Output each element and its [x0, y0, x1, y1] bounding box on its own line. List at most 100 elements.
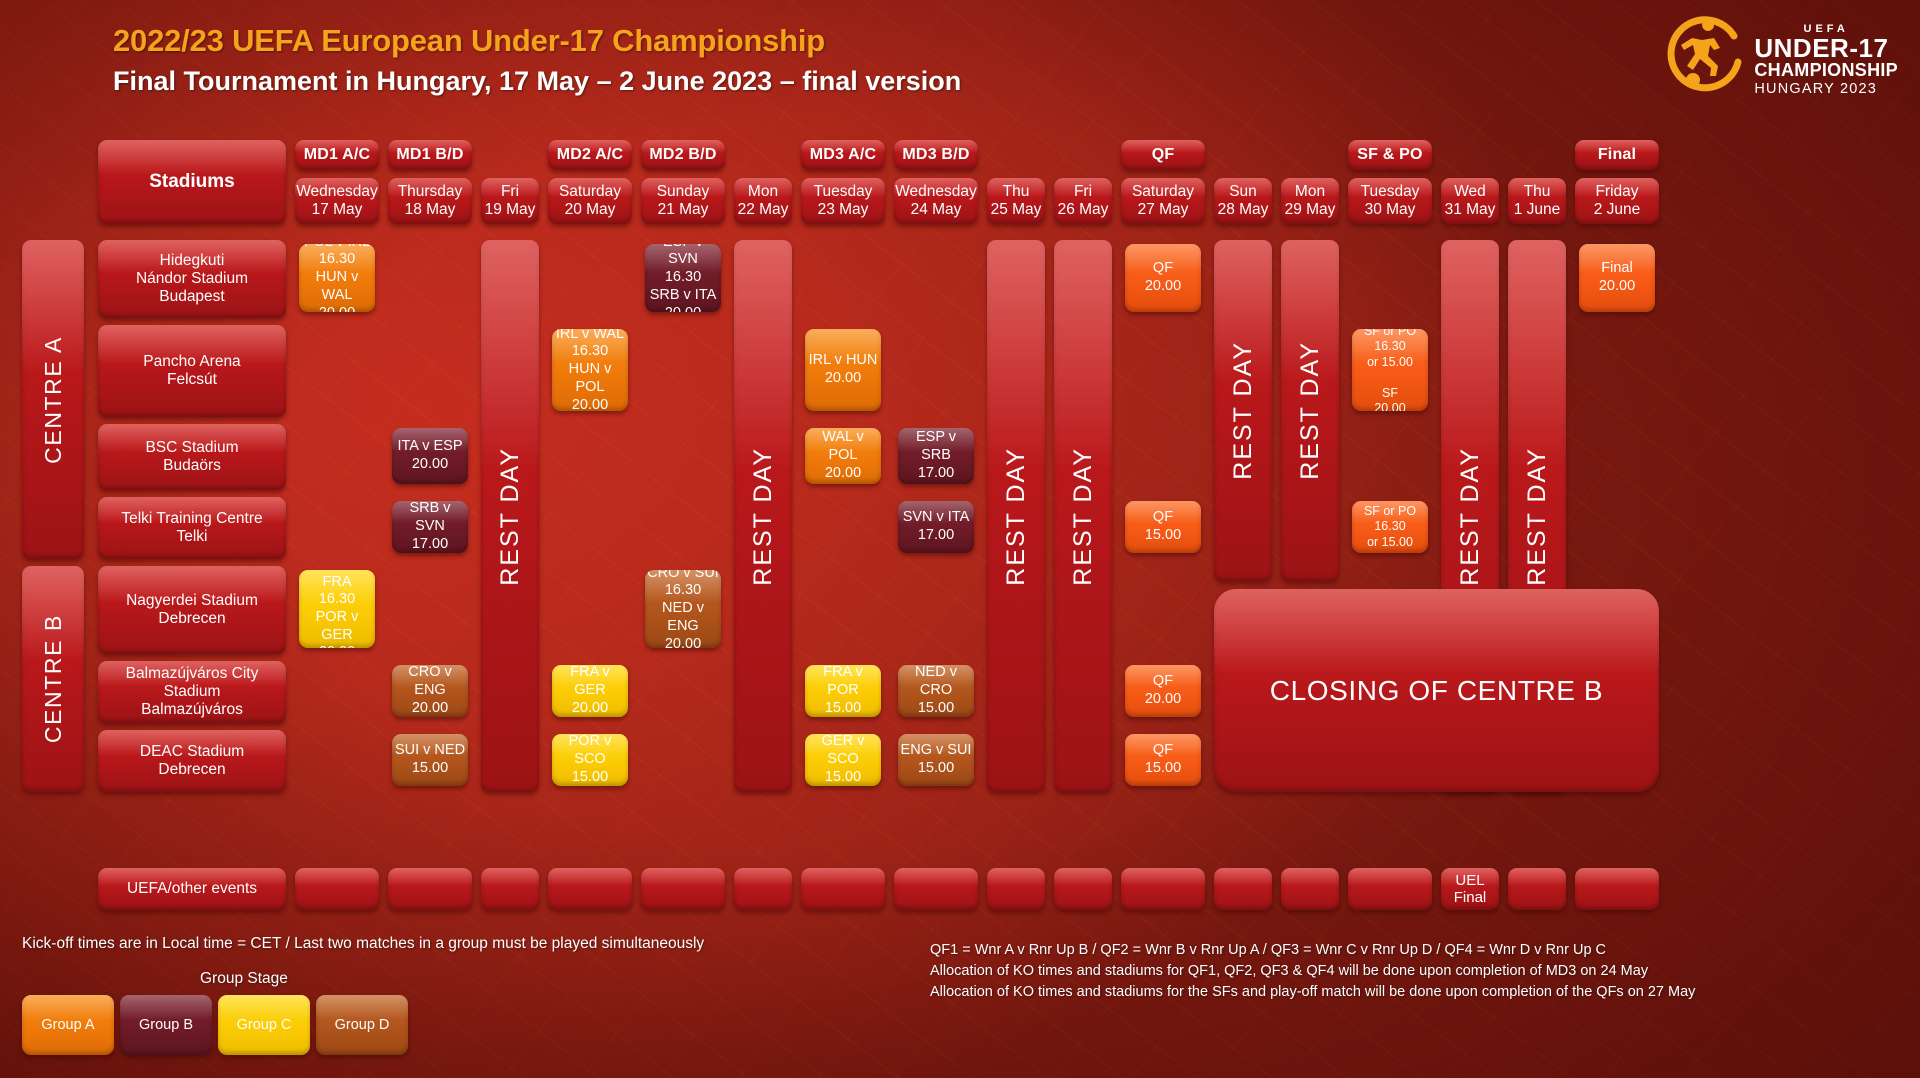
- events-cell-2[interactable]: [481, 868, 539, 910]
- match-cell-11[interactable]: IRL v HUN 20.00: [805, 329, 881, 411]
- page-title: 2022/23 UEFA European Under-17 Champions…: [113, 23, 826, 58]
- events-cell-8[interactable]: [987, 868, 1045, 910]
- events-cell-15[interactable]: [1508, 868, 1566, 910]
- match-cell-3[interactable]: SRB v SVN 17.00: [392, 501, 468, 553]
- legend-chip-a: Group A: [22, 995, 114, 1055]
- day-header-5: Mon 22 May: [734, 178, 792, 224]
- match-cell-24[interactable]: SF or PO 16.30 or 15.00: [1352, 501, 1428, 553]
- events-cell-11[interactable]: [1214, 868, 1272, 910]
- match-cell-10[interactable]: CRO v SUI 16.30 NED v ENG 20.00: [645, 570, 721, 648]
- match-cell-8[interactable]: POR v SCO 15.00: [552, 734, 628, 786]
- events-cell-14[interactable]: UEL Final: [1441, 868, 1499, 910]
- day-of-week: Saturday: [558, 183, 622, 201]
- events-cell-7[interactable]: [894, 868, 978, 910]
- legend-chip-b: Group B: [120, 995, 212, 1055]
- day-date: 25 May: [990, 201, 1042, 218]
- events-cell-5[interactable]: [734, 868, 792, 910]
- tournament-logo: UEFA UNDER-17 CHAMPIONSHIP HUNGARY 2023: [1662, 14, 1898, 100]
- match-cell-0[interactable]: POL v IRL 16.30 HUN v WAL 20.00: [299, 244, 375, 312]
- group-legend: Group A Group B Group C Group D: [22, 995, 408, 1055]
- match-cell-23[interactable]: SF or PO 16.30 or 15.00 SF 20.00: [1352, 329, 1428, 411]
- rest-day-col-11: REST DAY: [1214, 240, 1272, 581]
- events-cell-0[interactable]: [295, 868, 379, 910]
- closing-centre-b-banner: CLOSING OF CENTRE B: [1214, 589, 1659, 792]
- events-row-label: UEFA/other events: [98, 868, 286, 910]
- page-subtitle: Final Tournament in Hungary, 17 May – 2 …: [113, 65, 962, 96]
- rest-day-text: REST DAY: [1455, 446, 1484, 586]
- match-cell-17[interactable]: NED v CRO 15.00: [898, 665, 974, 717]
- day-header-11: Sun 28 May: [1214, 178, 1272, 224]
- match-cell-21[interactable]: QF 20.00: [1125, 665, 1201, 717]
- day-of-week: Sunday: [656, 183, 710, 201]
- day-of-week: Thu: [1002, 183, 1030, 201]
- rest-day-text: REST DAY: [1522, 446, 1551, 586]
- day-date: 1 June: [1513, 201, 1561, 218]
- match-cell-6[interactable]: IRL v WAL 16.30 HUN v POL 20.00: [552, 329, 628, 411]
- matchday-header-md3-b-d: MD3 B/D: [894, 140, 978, 170]
- match-cell-22[interactable]: QF 15.00: [1125, 734, 1201, 786]
- events-cell-16[interactable]: [1575, 868, 1659, 910]
- match-cell-16[interactable]: SVN v ITA 17.00: [898, 501, 974, 553]
- events-cell-10[interactable]: [1121, 868, 1205, 910]
- logo-under17-text: UNDER-17: [1754, 32, 1889, 63]
- stadium-row-3: Telki Training Centre Telki: [98, 497, 286, 559]
- match-cell-18[interactable]: ENG v SUI 15.00: [898, 734, 974, 786]
- rest-day-col-8: REST DAY: [987, 240, 1045, 792]
- day-of-week: Mon: [747, 183, 779, 201]
- match-cell-19[interactable]: QF 20.00: [1125, 244, 1201, 312]
- day-header-14: Wed 31 May: [1441, 178, 1499, 224]
- day-date: 30 May: [1364, 201, 1416, 218]
- events-cell-6[interactable]: [801, 868, 885, 910]
- day-date: 18 May: [404, 201, 456, 218]
- day-header-15: Thu 1 June: [1508, 178, 1566, 224]
- match-cell-9[interactable]: ESP v SVN 16.30 SRB v ITA 20.00: [645, 244, 721, 312]
- match-cell-20[interactable]: QF 15.00: [1125, 501, 1201, 553]
- rest-day-text: REST DAY: [495, 446, 524, 586]
- stadium-row-5: Balmazújváros City Stadium Balmazújváros: [98, 661, 286, 723]
- day-header-10: Saturday 27 May: [1121, 178, 1205, 224]
- match-cell-5[interactable]: SUI v NED 15.00: [392, 734, 468, 786]
- day-of-week: Friday: [1595, 183, 1639, 201]
- matchday-header-md2-a-c: MD2 A/C: [548, 140, 632, 170]
- day-of-week: Wed: [1454, 183, 1486, 201]
- day-of-week: Thu: [1523, 183, 1551, 201]
- day-date: 21 May: [657, 201, 709, 218]
- match-cell-15[interactable]: ESP v SRB 17.00: [898, 428, 974, 484]
- events-cell-1[interactable]: [388, 868, 472, 910]
- stadium-row-4: Nagyerdei Stadium Debrecen: [98, 566, 286, 654]
- day-header-13: Tuesday 30 May: [1348, 178, 1432, 224]
- rest-day-text: REST DAY: [1228, 341, 1257, 480]
- group-stage-label: Group Stage: [200, 970, 288, 987]
- centre-a-text: CENTRE A: [39, 335, 66, 464]
- matchday-header-md2-b-d: MD2 B/D: [641, 140, 725, 170]
- rest-day-col-2: REST DAY: [481, 240, 539, 792]
- events-cell-3[interactable]: [548, 868, 632, 910]
- day-date: 28 May: [1217, 201, 1269, 218]
- matchday-header-final: Final: [1575, 140, 1659, 170]
- match-cell-12[interactable]: WAL v POL 20.00: [805, 428, 881, 484]
- stadium-row-0: Hidegkuti Nándor Stadium Budapest: [98, 240, 286, 318]
- match-cell-4[interactable]: CRO v ENG 20.00: [392, 665, 468, 717]
- rest-day-text: REST DAY: [1295, 341, 1324, 480]
- match-cell-14[interactable]: GER v SCO 15.00: [805, 734, 881, 786]
- match-cell-13[interactable]: FRA v POR 15.00: [805, 665, 881, 717]
- match-cell-1[interactable]: SCO v FRA 16.30 POR v GER 20.00: [299, 570, 375, 648]
- events-cell-4[interactable]: [641, 868, 725, 910]
- legend-chip-c: Group C: [218, 995, 310, 1055]
- day-of-week: Fri: [1073, 183, 1093, 201]
- matchday-header-md3-a-c: MD3 A/C: [801, 140, 885, 170]
- matchday-header-md1-b-d: MD1 B/D: [388, 140, 472, 170]
- events-cell-9[interactable]: [1054, 868, 1112, 910]
- events-cell-12[interactable]: [1281, 868, 1339, 910]
- day-of-week: Mon: [1294, 183, 1326, 201]
- rest-day-col-9: REST DAY: [1054, 240, 1112, 792]
- day-header-4: Sunday 21 May: [641, 178, 725, 224]
- match-cell-2[interactable]: ITA v ESP 20.00: [392, 428, 468, 484]
- match-cell-7[interactable]: FRA v GER 20.00: [552, 665, 628, 717]
- events-cell-13[interactable]: [1348, 868, 1432, 910]
- day-header-3: Saturday 20 May: [548, 178, 632, 224]
- day-date: 22 May: [737, 201, 789, 218]
- rest-day-text: REST DAY: [1068, 446, 1097, 586]
- match-cell-25[interactable]: Final 20.00: [1579, 244, 1655, 312]
- football-player-circle-icon: [1662, 14, 1748, 100]
